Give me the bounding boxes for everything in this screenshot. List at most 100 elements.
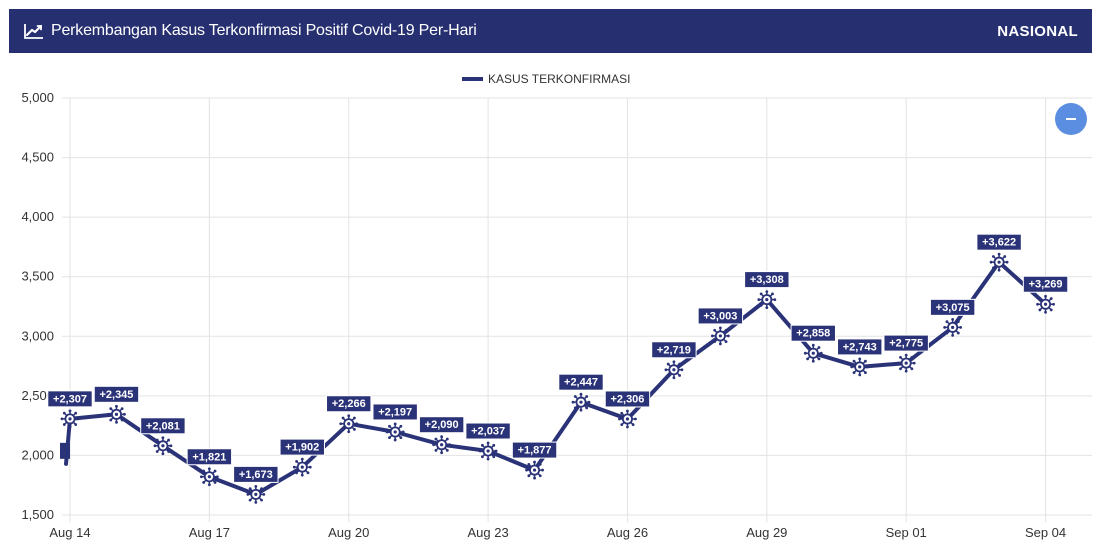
data-label: +2,306 [604, 390, 651, 408]
data-label-box [976, 233, 1022, 251]
data-label-box [929, 298, 976, 316]
data-label-box [140, 417, 186, 435]
data-label-box [418, 416, 465, 434]
line-chart-icon [24, 24, 43, 39]
data-label: +2,081 [140, 417, 186, 435]
data-label: +1,673 [233, 465, 279, 483]
data-label-text: +2,081 [146, 420, 180, 432]
data-label-box [744, 271, 790, 289]
data-label-box [1022, 275, 1069, 293]
data-label-text: +3,075 [936, 302, 970, 314]
virus-marker[interactable] [199, 466, 220, 488]
data-label-box [837, 338, 883, 356]
data-label: +3,622 [976, 233, 1022, 251]
virus-marker[interactable] [710, 325, 731, 347]
data-labels: +2,307 +2,345 +2,081 +1,821 +1,673 +1,902 +2,2… [47, 233, 1069, 483]
x-tick-label: Aug 14 [49, 525, 90, 540]
data-label: +2,037 [465, 422, 511, 440]
data-label: +2,858 [790, 324, 836, 342]
data-label: +2,719 [651, 341, 697, 359]
data-label-box [326, 395, 372, 413]
data-label: +2,266 [326, 395, 372, 413]
virus-marker[interactable] [477, 440, 499, 462]
data-label-box [511, 441, 558, 459]
data-label: +2,447 [558, 373, 604, 391]
data-label: +3,269 [1022, 275, 1069, 293]
virus-marker[interactable] [291, 456, 313, 478]
data-label-box [790, 324, 836, 342]
chart-title: Perkembangan Kasus Terkonfirmasi Positif… [51, 22, 477, 39]
data-label-box [883, 334, 929, 352]
virus-marker[interactable] [849, 356, 871, 378]
data-label-text: +1,902 [285, 442, 319, 454]
data-label-box [651, 341, 697, 359]
chart-area: 1,500 2,000 2,500 3,000 3,500 4,000 4,500 5,000… [0, 60, 1097, 549]
data-label-text: +2,266 [332, 398, 366, 410]
virus-marker[interactable] [524, 459, 545, 481]
data-label-text: +3,003 [703, 310, 737, 322]
y-tick-label: 4,500 [21, 150, 54, 165]
data-label-box [93, 385, 140, 403]
virus-marker[interactable] [895, 352, 917, 374]
y-tick-label: 2,500 [21, 388, 54, 403]
legend[interactable]: KASUS TERKONFIRMASI [462, 72, 630, 86]
y-tick-label: 2,000 [21, 447, 54, 462]
virus-marker[interactable] [988, 251, 1010, 273]
y-tick-label: 1,500 [21, 507, 54, 522]
data-label: +2,775 [883, 334, 929, 352]
data-label-box [186, 448, 233, 466]
data-label: +1,877 [511, 441, 558, 459]
reset-zoom-button[interactable] [1055, 103, 1087, 135]
virus-marker[interactable] [1035, 293, 1056, 315]
axes: 1,500 2,000 2,500 3,000 3,500 4,000 4,500 5,000… [21, 90, 1066, 540]
data-label-text: +1,821 [192, 451, 226, 463]
virus-marker[interactable] [152, 435, 174, 457]
data-label: +2,345 [93, 385, 140, 403]
data-label-box [697, 307, 744, 325]
virus-marker[interactable] [59, 408, 81, 430]
virus-marker[interactable] [338, 413, 360, 435]
x-tick-label: Aug 29 [746, 525, 787, 540]
data-label-text: +1,673 [239, 469, 273, 481]
data-label-text: +2,037 [471, 426, 505, 438]
data-label-box [47, 390, 93, 408]
data-label: +3,075 [929, 298, 976, 316]
virus-marker[interactable] [802, 342, 824, 364]
data-label: +2,090 [418, 416, 465, 434]
region-label: NASIONAL [997, 22, 1078, 40]
virus-marker[interactable] [663, 359, 685, 381]
x-tick-label: Sep 01 [886, 525, 927, 540]
data-label-text: +2,197 [378, 406, 412, 418]
data-label-text: +2,743 [843, 341, 877, 353]
virus-marker[interactable] [106, 404, 127, 425]
legend-label: KASUS TERKONFIRMASI [488, 72, 631, 86]
data-label-text: +3,622 [982, 237, 1016, 249]
data-label-text: +2,858 [796, 328, 830, 340]
data-label-text: +2,090 [425, 419, 459, 431]
x-tick-label: Aug 23 [467, 525, 508, 540]
data-label-text: +3,308 [750, 274, 784, 286]
data-label-text: +2,719 [657, 344, 691, 356]
virus-marker[interactable] [617, 408, 638, 430]
y-tick-label: 3,000 [21, 328, 54, 343]
virus-marker[interactable] [570, 391, 592, 413]
virus-marker[interactable] [245, 484, 267, 505]
data-label-box [604, 390, 651, 408]
data-label-box [233, 465, 279, 483]
virus-marker[interactable] [384, 421, 406, 443]
data-label-text: +1,877 [518, 445, 552, 457]
virus-marker[interactable] [942, 317, 963, 338]
data-label-clipped [60, 442, 70, 459]
x-tick-label: Sep 04 [1025, 525, 1066, 540]
data-label-text: +2,306 [610, 393, 644, 405]
data-label-box [372, 403, 418, 421]
data-label-text: +2,345 [99, 389, 133, 401]
virus-marker[interactable] [431, 434, 452, 456]
virus-marker[interactable] [756, 289, 778, 310]
line-chart: 1,500 2,000 2,500 3,000 3,500 4,000 4,500 5,000… [21, 90, 1092, 540]
x-tick-label: Aug 26 [607, 525, 648, 540]
data-label-text: +3,269 [1029, 279, 1063, 291]
legend-swatch [462, 77, 483, 81]
chart-header: Perkembangan Kasus Terkonfirmasi Positif… [9, 9, 1092, 53]
y-tick-label: 4,000 [21, 209, 54, 224]
